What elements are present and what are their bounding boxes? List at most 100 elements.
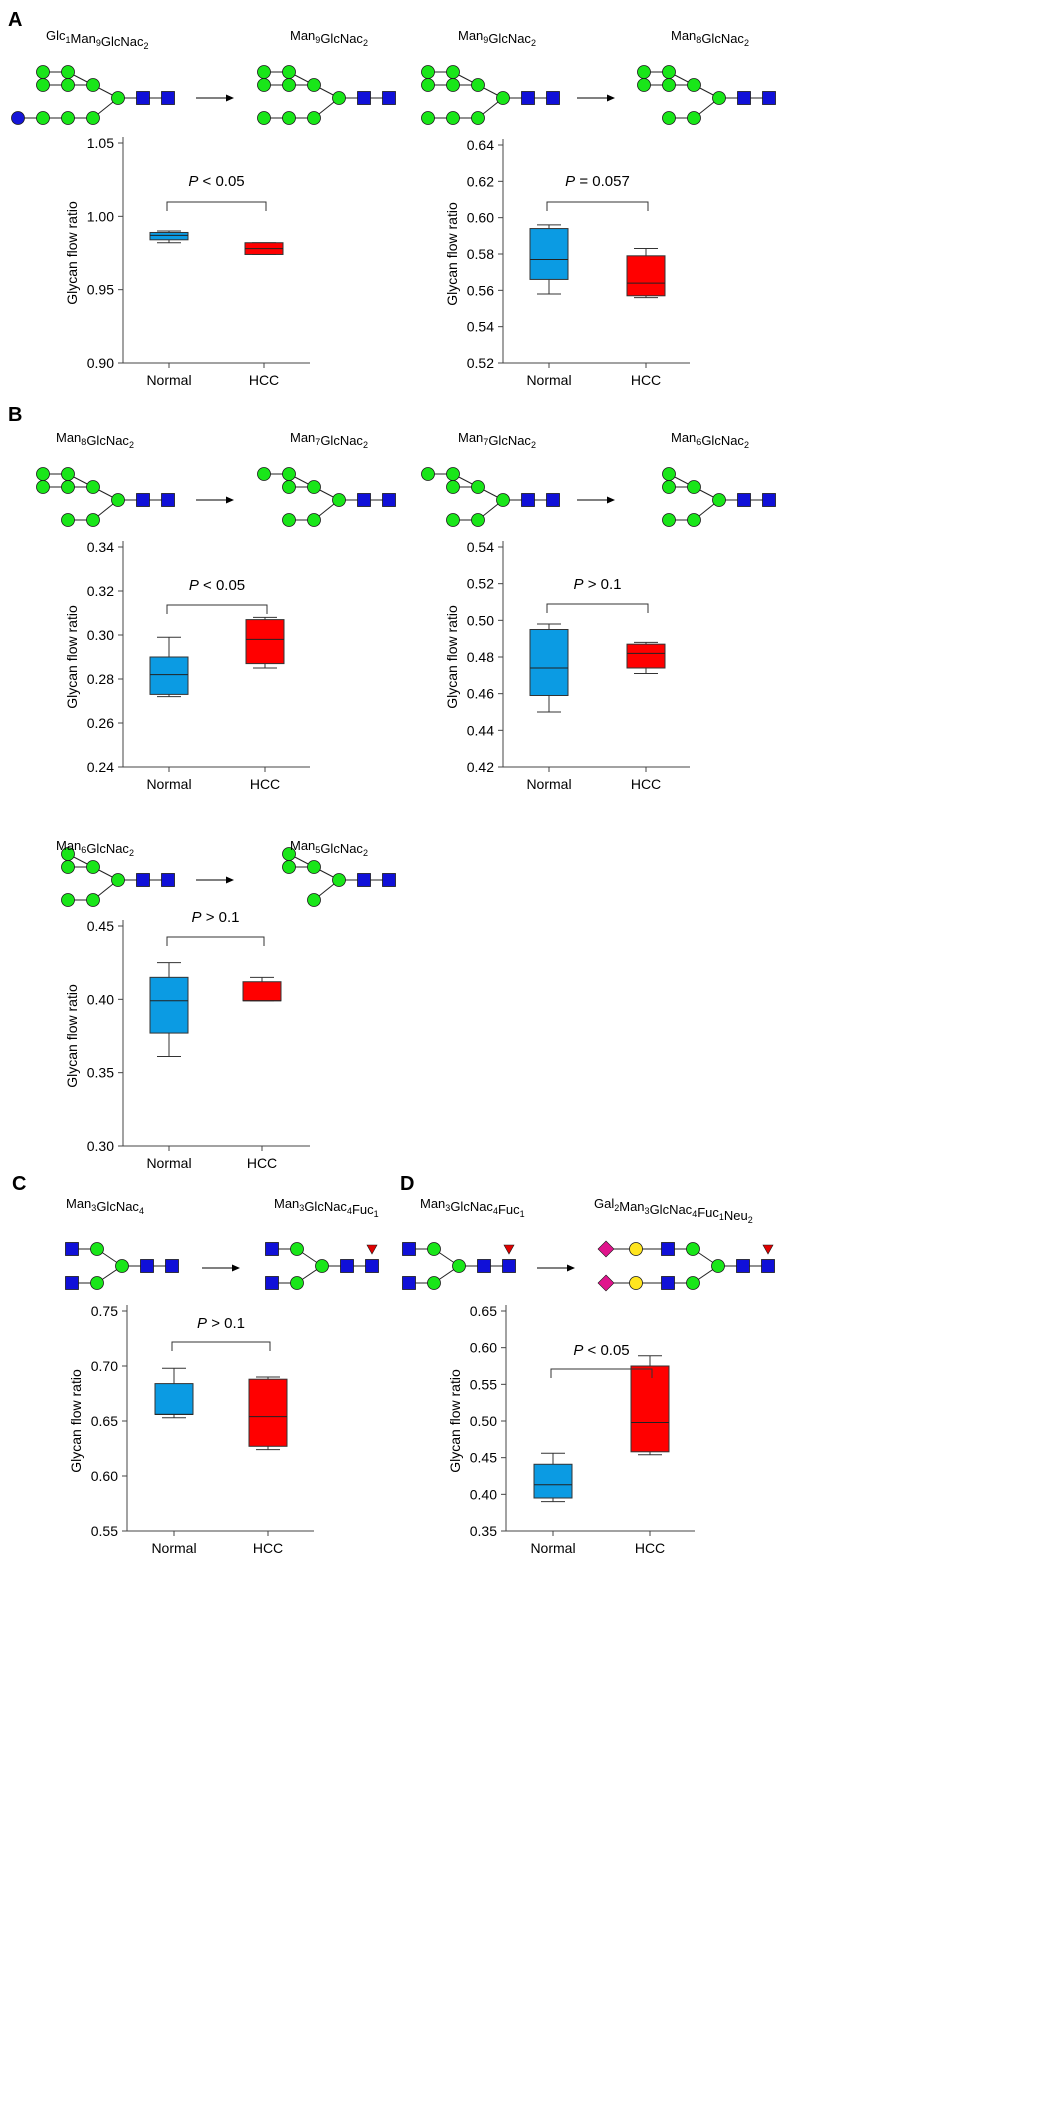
mannose-icon — [36, 111, 50, 125]
mannose-icon — [711, 1259, 725, 1273]
arrow-a1 — [196, 94, 234, 102]
arrow-b1 — [196, 496, 234, 504]
glcnac-icon — [357, 493, 371, 507]
mannose-icon — [307, 893, 321, 907]
y-tick-label: 0.52 — [467, 355, 494, 371]
mannose-icon — [686, 1242, 700, 1256]
mannose-icon — [427, 1242, 441, 1256]
x-tick-label-hcc: HCC — [631, 372, 661, 388]
glcnac-icon — [365, 1259, 379, 1273]
glcnac-icon — [736, 1259, 750, 1273]
y-tick-label: 0.52 — [467, 576, 494, 592]
iqr-box — [626, 643, 666, 669]
mannose-icon — [290, 1276, 304, 1290]
y-tick-label: 0.90 — [87, 355, 114, 371]
mannose-icon — [421, 467, 435, 481]
significance-bracket — [166, 936, 265, 946]
sialic-acid-icon — [597, 1240, 615, 1258]
significance-bracket — [546, 201, 649, 211]
y-tick-label: 0.46 — [467, 686, 494, 702]
mannose-icon — [282, 513, 296, 527]
chart-d1: 0.35 0.40 0.45 0.50 0.55 0.60 0.65 Normal HCC Gly… — [447, 1303, 695, 1556]
box-hcc — [630, 1355, 670, 1456]
x-tick-label-normal: Normal — [151, 1540, 196, 1556]
mannose-icon — [446, 513, 460, 527]
arrow-b3 — [196, 876, 234, 884]
mannose-icon — [307, 860, 321, 874]
mannose-icon — [307, 111, 321, 125]
mannose-icon — [257, 467, 271, 481]
significance-bracket — [550, 1368, 653, 1378]
glcnac-icon — [546, 493, 560, 507]
x-tick-label-hcc: HCC — [249, 372, 279, 388]
iqr-box — [149, 231, 189, 241]
y-axis-title: Glycan flow ratio — [444, 605, 460, 709]
x-tick-label-hcc: HCC — [250, 776, 280, 792]
arrow-a2 — [577, 94, 615, 102]
iqr-box — [149, 976, 189, 1034]
mannose-icon — [90, 1276, 104, 1290]
mannose-icon — [662, 65, 676, 79]
mannose-icon — [421, 65, 435, 79]
glcnac-icon — [136, 493, 150, 507]
mannose-icon — [637, 78, 651, 92]
y-axis-title: Glycan flow ratio — [64, 605, 80, 709]
y-tick-label: 0.50 — [470, 1413, 497, 1429]
significance-bracket — [166, 201, 267, 211]
chart-b2: 0.42 0.44 0.46 0.48 0.50 0.52 0.54 Normal HCC Gly… — [444, 539, 690, 792]
iqr-box — [529, 629, 569, 696]
mannose-icon — [471, 513, 485, 527]
glcnac-icon — [402, 1276, 416, 1290]
glycan-label-c1-to: Man3GlcNac4Fuc1 — [274, 1196, 379, 1219]
sialic-acid-icon — [597, 1274, 615, 1292]
mannose-icon — [315, 1259, 329, 1273]
y-tick-label: 0.50 — [467, 612, 494, 628]
iqr-box — [242, 981, 282, 1002]
arrow-c1 — [202, 1264, 240, 1272]
mannose-icon — [307, 480, 321, 494]
mannose-icon — [496, 91, 510, 105]
mannose-icon — [86, 860, 100, 874]
mannose-icon — [446, 65, 460, 79]
y-axis-title: Glycan flow ratio — [64, 984, 80, 1088]
mannose-icon — [446, 78, 460, 92]
glcnac-icon — [477, 1259, 491, 1273]
glcnac-icon — [521, 493, 535, 507]
glycan-structures — [11, 65, 776, 1292]
p-value-label: P > 0.1 — [197, 1315, 245, 1332]
glycan-label-d1-to: Gal2Man3GlcNac4Fuc1Neu2 — [594, 1196, 753, 1225]
mannose-icon — [421, 111, 435, 125]
x-tick-label-normal: Normal — [146, 1155, 191, 1171]
iqr-box — [529, 228, 569, 280]
glcnac-icon — [402, 1242, 416, 1256]
x-tick-label-normal: Normal — [146, 372, 191, 388]
chart-c1: 0.55 0.60 0.65 0.70 0.75 Normal HCC Glycan flow… — [68, 1303, 314, 1556]
box-plots: 0.90 0.95 1.00 1.05 Normal HCC Glycan flow rat… — [64, 135, 695, 1556]
y-tick-label: 0.48 — [467, 649, 494, 665]
y-tick-label: 0.95 — [87, 282, 114, 298]
y-tick-label: 0.26 — [87, 715, 114, 731]
mannose-icon — [637, 65, 651, 79]
panel-letter-c: C — [12, 1173, 26, 1195]
glcnac-icon — [161, 873, 175, 887]
iqr-box — [248, 1378, 288, 1447]
significance-bracket — [546, 603, 649, 613]
galactose-icon — [629, 1276, 643, 1290]
mannose-icon — [687, 513, 701, 527]
mannose-icon — [61, 513, 75, 527]
glucose-icon — [11, 111, 25, 125]
mannose-icon — [471, 111, 485, 125]
mannose-icon — [307, 513, 321, 527]
y-tick-label: 0.24 — [87, 759, 114, 775]
mannose-icon — [421, 78, 435, 92]
y-axis-title: Glycan flow ratio — [64, 201, 80, 305]
mannose-icon — [446, 111, 460, 125]
mannose-icon — [282, 65, 296, 79]
glcnac-icon — [265, 1276, 279, 1290]
p-value-label: P < 0.05 — [189, 577, 245, 594]
y-tick-label: 0.35 — [470, 1523, 497, 1539]
fucose-icon — [762, 1244, 774, 1255]
y-tick-label: 0.62 — [467, 173, 494, 189]
x-tick-label-normal: Normal — [526, 776, 571, 792]
glcnac-icon — [65, 1242, 79, 1256]
